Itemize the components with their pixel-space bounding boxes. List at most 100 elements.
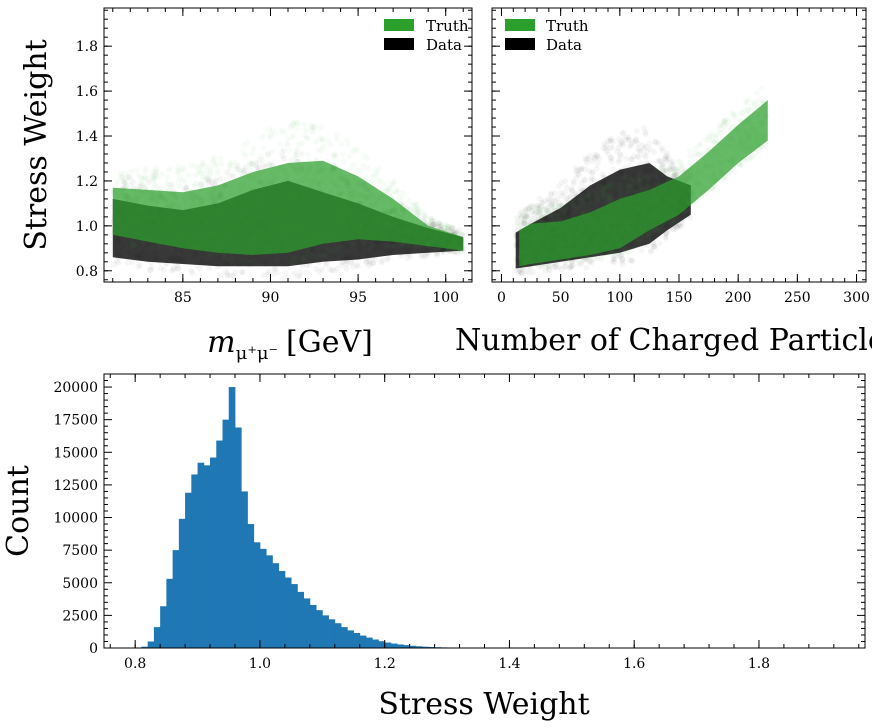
scatter-point	[351, 161, 357, 167]
x-tick-label: 0	[497, 290, 506, 306]
scatter-point	[194, 180, 200, 186]
scatter-point	[620, 142, 626, 148]
scatter-point	[549, 261, 555, 267]
scatter-point	[208, 252, 214, 258]
scatter-point	[287, 124, 293, 130]
scatter-point	[395, 189, 401, 195]
scatter-point	[213, 178, 219, 184]
histogram-bar	[284, 577, 292, 648]
x-tick-label: 1.0	[249, 656, 271, 672]
scatter-point	[628, 156, 634, 162]
y-axis-label-bottom: Count	[1, 465, 36, 557]
scatter-point	[553, 212, 559, 218]
scatter-point	[137, 180, 143, 186]
y-tick-label: 5000	[62, 576, 98, 592]
histogram-bar	[197, 462, 205, 648]
histogram-bar	[390, 643, 398, 648]
scatter-point	[521, 267, 527, 273]
scatter-point	[573, 165, 579, 171]
y-tick-label: 17500	[53, 413, 98, 429]
plot-frame-left	[103, 7, 473, 283]
x-axis-label-left-var: m	[207, 325, 235, 360]
scatter-point	[545, 208, 551, 214]
histogram-bar	[272, 563, 280, 648]
scatter-point	[260, 162, 266, 168]
histogram-bar	[259, 548, 267, 648]
scatter-point	[274, 257, 280, 263]
scatter-point	[150, 178, 156, 184]
x-tick-label: 100	[432, 290, 459, 306]
scatter-point	[618, 182, 624, 188]
histogram-bar	[147, 641, 155, 648]
histogram-bar	[160, 606, 167, 648]
scatter-point	[354, 262, 360, 268]
scatter-point	[662, 235, 668, 241]
scatter-point	[565, 200, 571, 206]
axis-ticks-right: 0 50 100 150 200 250 300	[492, 8, 870, 306]
scatter-point	[320, 137, 326, 143]
scatter-point	[521, 220, 527, 226]
histogram-bar	[222, 419, 230, 648]
scatter-point	[319, 147, 325, 153]
x-tick-label: 100	[606, 290, 633, 306]
scatter-density-truth	[519, 100, 768, 267]
scatter-point	[594, 191, 600, 197]
scatter-point	[177, 184, 183, 190]
scatter-point	[591, 201, 597, 207]
legend-swatch-truth-right	[505, 19, 535, 31]
scatter-point	[309, 123, 315, 129]
scatter-point	[278, 149, 284, 155]
scatter-point	[265, 162, 271, 168]
scatter-point	[618, 151, 624, 157]
scatter-point	[125, 260, 131, 266]
axis-ticks-left: 85 90 95 100 0.8 1.0 1.2 1.4 1.6 1.8	[76, 8, 472, 306]
scatter-point	[147, 267, 153, 273]
scatter-point	[559, 193, 565, 199]
scatter-point	[384, 257, 390, 263]
scatter-point	[537, 205, 543, 211]
scatter-point	[638, 181, 644, 187]
scatter-point	[655, 227, 661, 233]
scatter-point	[335, 245, 341, 251]
scatter-point	[599, 186, 605, 192]
scatter-point	[322, 252, 328, 258]
scatter-point	[557, 205, 563, 211]
scatter-point	[373, 167, 379, 173]
scatter-point	[358, 168, 364, 174]
scatter-point	[682, 211, 688, 217]
scatter-point	[570, 178, 576, 184]
histogram-bar	[141, 646, 149, 648]
scatter-point	[156, 244, 162, 250]
scatter-point	[749, 154, 755, 160]
scatter-point	[269, 149, 275, 155]
y-tick-label: 7500	[62, 543, 98, 559]
scatter-point	[270, 128, 276, 134]
scatter-point	[436, 223, 442, 229]
scatter-point	[367, 260, 373, 266]
histogram-bar	[166, 578, 174, 648]
scatter-point	[365, 165, 371, 171]
scatter-point	[218, 272, 224, 278]
scatter-point	[271, 266, 277, 272]
scatter-point	[232, 270, 238, 276]
histogram-bar	[428, 646, 435, 648]
scatter-point	[697, 142, 703, 148]
scatter-point	[111, 262, 117, 268]
x-tick-label: 50	[552, 290, 570, 306]
histogram-bar	[172, 550, 180, 648]
scatter-point	[204, 258, 210, 264]
scatter-point	[212, 162, 218, 168]
scatter-point	[331, 152, 337, 158]
scatter-point	[383, 242, 389, 248]
histogram-bar	[316, 610, 323, 648]
scatter-point	[693, 151, 699, 157]
x-axis-label-left: mμ⁺μ⁻ [GeV]	[207, 325, 373, 364]
scatter-point	[290, 260, 296, 266]
y-tick-label: 2500	[62, 608, 98, 624]
scatter-point	[581, 177, 587, 183]
scatter-point	[287, 147, 293, 153]
x-tick-label: 95	[349, 290, 367, 306]
scatter-point	[723, 177, 729, 183]
histogram-bar	[378, 641, 386, 648]
scatter-density-truth	[112, 160, 464, 255]
